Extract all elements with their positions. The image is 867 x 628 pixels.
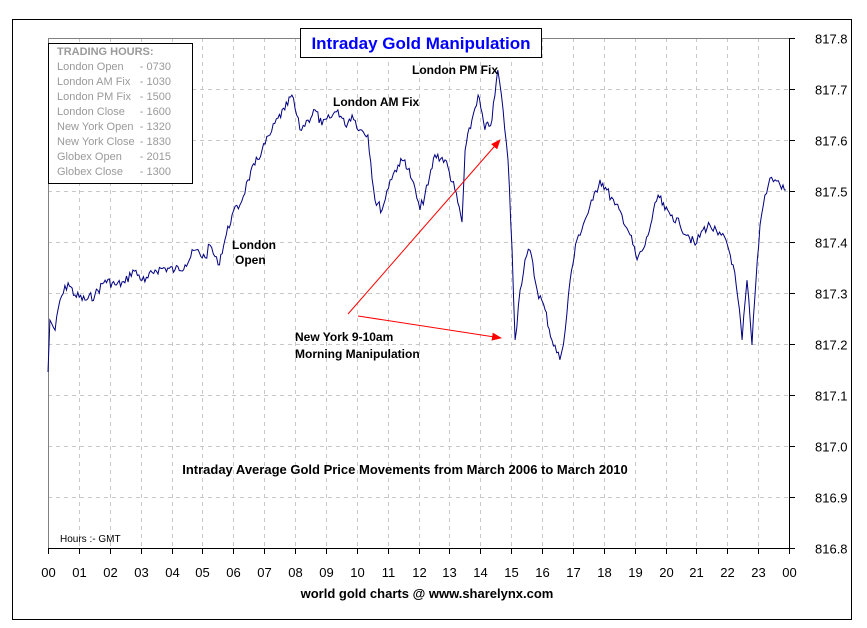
legend-item-label: London AM Fix <box>57 76 131 88</box>
annotation-new-york-2: Morning Manipulation <box>295 347 420 361</box>
legend-item-label: Globex Open <box>57 151 122 163</box>
x-tick-label: 21 <box>689 565 703 580</box>
arrow-to-ny-drop <box>357 315 502 341</box>
x-tick-label: 06 <box>226 565 240 580</box>
y-tick-label: 817.7 <box>815 83 848 98</box>
legend-item-label: New York Close <box>57 136 135 148</box>
x-tick-label: 00 <box>41 565 55 580</box>
legend-item-time: - 0730 <box>140 61 171 73</box>
grid <box>48 38 789 548</box>
legend-item-label: London PM Fix <box>57 91 131 103</box>
legend-item-label: Globex Close <box>57 166 123 178</box>
annotation-london-am-fix: London AM Fix <box>333 95 420 109</box>
y-tick-label: 816.9 <box>815 491 848 506</box>
y-tick-label: 816.8 <box>815 542 848 557</box>
annotation-new-york-1: New York 9-10am <box>295 330 393 344</box>
x-tick-label: 01 <box>72 565 86 580</box>
y-tick-label: 817.4 <box>815 236 848 251</box>
chart-title: Intraday Gold Manipulation <box>311 34 530 53</box>
x-tick-label: 04 <box>165 565 179 580</box>
y-tick-label: 817.1 <box>815 389 848 404</box>
annotation-london-open-2: Open <box>235 253 266 267</box>
y-tick-label: 817.3 <box>815 287 848 302</box>
legend-item-label: London Open <box>57 61 124 73</box>
x-tick-label: 18 <box>597 565 611 580</box>
legend-item-time: - 1600 <box>140 106 171 118</box>
x-tick-label: 22 <box>720 565 734 580</box>
axes: 00 01 02 03 04 05 06 07 08 09 10 11 12 13 14 15 16 17 18 19… <box>41 32 847 581</box>
x-tick-label: 09 <box>319 565 333 580</box>
x-tick-label: 03 <box>134 565 148 580</box>
x-tick-label: 23 <box>751 565 765 580</box>
chart-footer: world gold charts @ www.sharelynx.com <box>300 586 554 601</box>
x-tick-label: 13 <box>442 565 456 580</box>
x-tick-label: 10 <box>350 565 364 580</box>
x-tick-label: 05 <box>195 565 209 580</box>
legend-item-time: - 1300 <box>140 166 171 178</box>
price-line <box>47 70 786 373</box>
annotation-london-pm-fix: London PM Fix <box>412 63 498 77</box>
x-tick-label: 14 <box>473 565 487 580</box>
y-tick-label: 817.5 <box>815 185 848 200</box>
legend-item-time: - 1320 <box>140 121 171 133</box>
y-tick-label: 817.6 <box>815 134 848 149</box>
legend-box: TRADING HOURS: London Open - 0730 London A… <box>48 43 193 184</box>
y-tick-label: 817.2 <box>815 338 848 353</box>
x-tick-label: 07 <box>257 565 271 580</box>
legend-item-label: New York Open <box>57 121 133 133</box>
y-tick-label: 817.0 <box>815 440 848 455</box>
x-tick-label: 17 <box>566 565 580 580</box>
chart-subtitle: Intraday Average Gold Price Movements fr… <box>182 462 628 477</box>
x-tick-label: 15 <box>504 565 518 580</box>
x-tick-label: 16 <box>535 565 549 580</box>
x-tick-label: 12 <box>412 565 426 580</box>
x-tick-label: 02 <box>103 565 117 580</box>
x-tick-label: 11 <box>382 565 396 580</box>
annotation-london-open-1: London <box>232 238 276 252</box>
legend-item-time: - 1830 <box>140 136 171 148</box>
hours-note: Hours :- GMT <box>60 534 121 545</box>
x-tick-label: 20 <box>659 565 673 580</box>
y-tick-label: 817.8 <box>815 32 848 47</box>
legend-item-label: London Close <box>57 106 125 118</box>
x-tick-label: 00 <box>782 565 796 580</box>
arrow-to-pm-fix <box>347 139 501 315</box>
x-tick-label: 19 <box>628 565 642 580</box>
legend-item-time: - 2015 <box>140 151 171 163</box>
x-tick-label: 08 <box>288 565 302 580</box>
legend-item-time: - 1500 <box>140 91 171 103</box>
legend-item-time: - 1030 <box>140 76 171 88</box>
legend-title: TRADING HOURS: <box>57 46 154 58</box>
title-box: Intraday Gold Manipulation <box>300 28 542 58</box>
